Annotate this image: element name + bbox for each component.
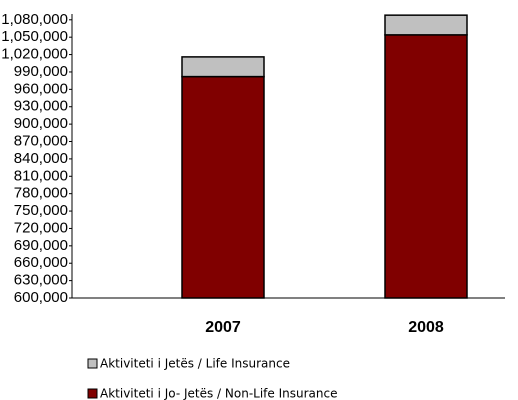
y-tick-label: 870,000 <box>14 132 68 149</box>
y-tick-label: 630,000 <box>14 272 68 289</box>
y-tick-label: 1,080,000 <box>1 11 68 28</box>
y-tick-label: 930,000 <box>14 98 68 115</box>
y-tick-label: 780,000 <box>14 185 68 202</box>
y-tick-label: 720,000 <box>14 219 68 236</box>
y-tick-label: 1,050,000 <box>1 28 68 45</box>
bar-segment <box>181 56 265 78</box>
bar-segment <box>384 14 468 36</box>
y-tick-label: 600,000 <box>14 289 68 306</box>
legend-swatch <box>87 358 98 369</box>
bar-segment <box>384 34 468 299</box>
x-tick-label: 2008 <box>408 319 444 336</box>
y-tick-label: 810,000 <box>14 167 68 184</box>
y-tick-label: 840,000 <box>14 150 68 167</box>
y-tick-label: 1,020,000 <box>1 46 68 63</box>
y-tick-label: 660,000 <box>14 254 68 271</box>
y-tick-label: 960,000 <box>14 80 68 97</box>
y-tick-label: 750,000 <box>14 202 68 219</box>
y-tick-label: 900,000 <box>14 115 68 132</box>
legend-swatch <box>87 388 98 399</box>
x-tick-label: 2007 <box>205 319 241 336</box>
y-tick-label: 690,000 <box>14 237 68 254</box>
legend-label: Aktiviteti i Jetës / Life Insurance <box>100 357 290 371</box>
y-tick-label: 990,000 <box>14 63 68 80</box>
legend-label: Aktiviteti i Jo- Jetës / Non-Life Insura… <box>100 387 337 400</box>
bar-segment <box>181 75 265 299</box>
